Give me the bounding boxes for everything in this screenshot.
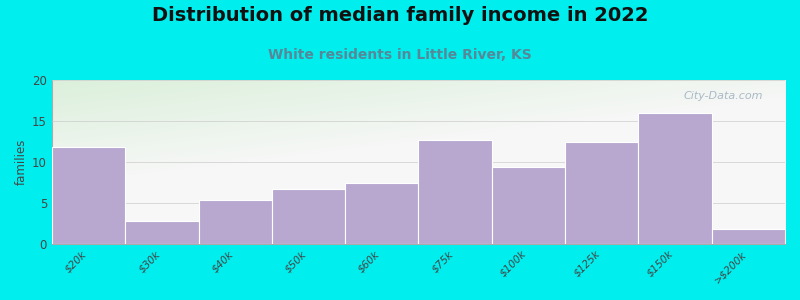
- Text: City-Data.com: City-Data.com: [683, 92, 763, 101]
- Bar: [492, 167, 565, 244]
- Bar: [126, 221, 198, 244]
- Bar: [565, 142, 638, 244]
- Bar: [638, 113, 712, 244]
- Text: White residents in Little River, KS: White residents in Little River, KS: [268, 48, 532, 62]
- Bar: [52, 147, 126, 244]
- Bar: [712, 229, 785, 244]
- Bar: [345, 183, 418, 244]
- Text: Distribution of median family income in 2022: Distribution of median family income in …: [152, 6, 648, 25]
- Bar: [418, 140, 492, 244]
- Bar: [198, 200, 272, 244]
- Y-axis label: families: families: [15, 139, 28, 185]
- Bar: [272, 189, 345, 244]
